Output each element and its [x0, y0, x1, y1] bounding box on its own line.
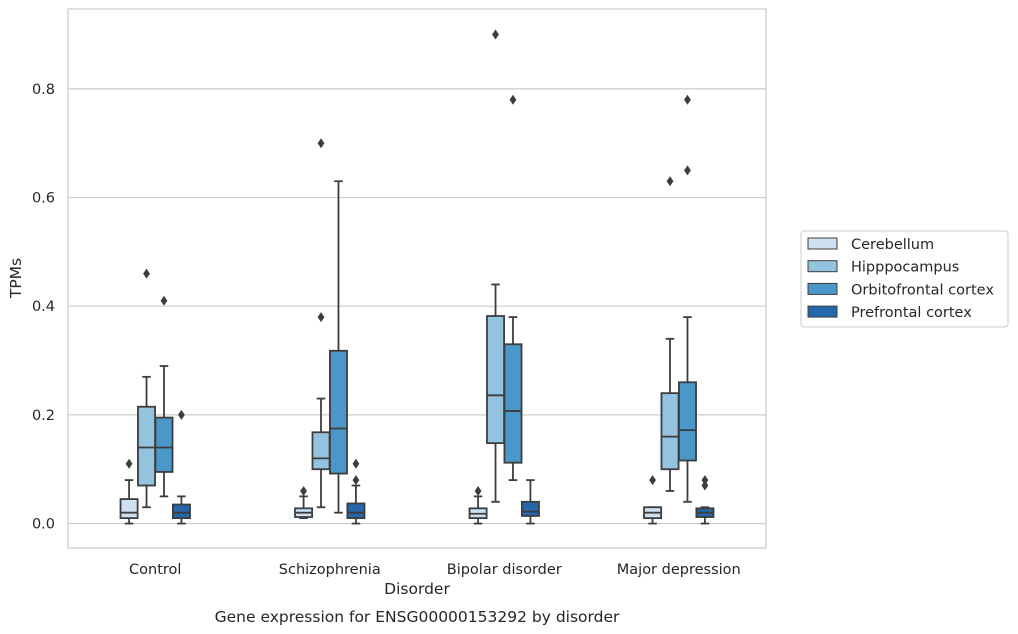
outlier-point — [352, 475, 360, 486]
legend-label: Cerebellum — [851, 237, 934, 253]
legend-swatch — [807, 260, 838, 273]
legend-label: Hipppocampus — [851, 260, 959, 276]
box-3-0 — [643, 475, 663, 525]
x-axis-label: Disorder — [384, 580, 450, 598]
plot-frame — [67, 8, 767, 549]
outlier-point — [317, 138, 325, 149]
legend-label: Orbitofrontal cortex — [851, 282, 994, 298]
chart-caption: Gene expression for ENSG00000153292 by d… — [215, 608, 620, 626]
box-2-1 — [486, 29, 505, 503]
outlier-point — [474, 485, 482, 496]
outlier-point — [701, 475, 709, 486]
box-2-2 — [503, 94, 523, 481]
box-plot-boxes — [119, 29, 715, 525]
outlier-point — [300, 485, 307, 496]
outlier-point — [317, 312, 325, 323]
legend-swatch — [807, 237, 838, 250]
iqr-box — [329, 349, 348, 475]
x-tick-label: Control — [129, 562, 181, 578]
outlier-point — [160, 295, 168, 306]
box-1-3 — [346, 458, 366, 525]
iqr-box — [486, 315, 505, 445]
box-3-3 — [695, 475, 715, 525]
iqr-box — [660, 392, 680, 471]
x-tick-labels: Control Schizophrenia Bipolar disorder Majo… — [129, 562, 741, 578]
iqr-box — [119, 498, 139, 520]
outlier-point — [701, 480, 709, 491]
y-tick-label: 0.2 — [32, 408, 55, 424]
y-tick-labels: 0.0 0.2 0.4 0.6 0.8 — [32, 82, 55, 533]
box-1-0 — [294, 485, 314, 520]
outlier-point — [666, 176, 674, 187]
outlier-point — [684, 94, 691, 105]
box-0-1 — [137, 268, 156, 509]
y-tick-label: 0.6 — [32, 191, 55, 207]
iqr-box — [154, 416, 174, 473]
box-2-0 — [468, 485, 488, 525]
outlier-point — [125, 458, 133, 469]
x-tick-label: Schizophrenia — [279, 562, 381, 578]
iqr-box — [678, 381, 697, 462]
legend-swatch — [807, 282, 838, 295]
outlier-point — [492, 29, 499, 40]
legend-frame — [800, 230, 1009, 328]
x-tick-label: Major depression — [617, 562, 741, 578]
box-3-2 — [678, 94, 697, 503]
box-0-3 — [171, 409, 191, 525]
legend-swatch — [807, 305, 838, 318]
outlier-point — [684, 165, 691, 176]
iqr-box — [503, 343, 523, 464]
box-1-1 — [311, 138, 331, 509]
iqr-box — [520, 500, 540, 517]
legend-label: Prefrontal cortex — [851, 305, 972, 321]
outlier-point — [178, 409, 185, 420]
x-tick-label: Bipolar disorder — [447, 562, 562, 578]
outlier-point — [509, 94, 517, 105]
outlier-point — [143, 268, 150, 279]
y-tick-label: 0.0 — [32, 517, 55, 533]
box-3-1 — [660, 176, 680, 492]
iqr-box — [346, 502, 366, 520]
outlier-point — [649, 475, 656, 486]
box-1-2 — [329, 180, 348, 514]
box-2-3 — [520, 479, 540, 525]
legend: Cerebellum Hipppocampus Orbitofrontal cort… — [800, 230, 1009, 328]
box-0-0 — [119, 458, 139, 525]
iqr-box — [171, 503, 191, 520]
iqr-box — [311, 431, 331, 471]
outlier-point — [352, 458, 360, 469]
y-tick-label: 0.4 — [32, 299, 55, 315]
iqr-box — [137, 405, 156, 487]
y-axis-label: TPMs — [7, 258, 25, 299]
y-tick-label: 0.8 — [32, 82, 55, 98]
box-0-2 — [154, 295, 174, 498]
